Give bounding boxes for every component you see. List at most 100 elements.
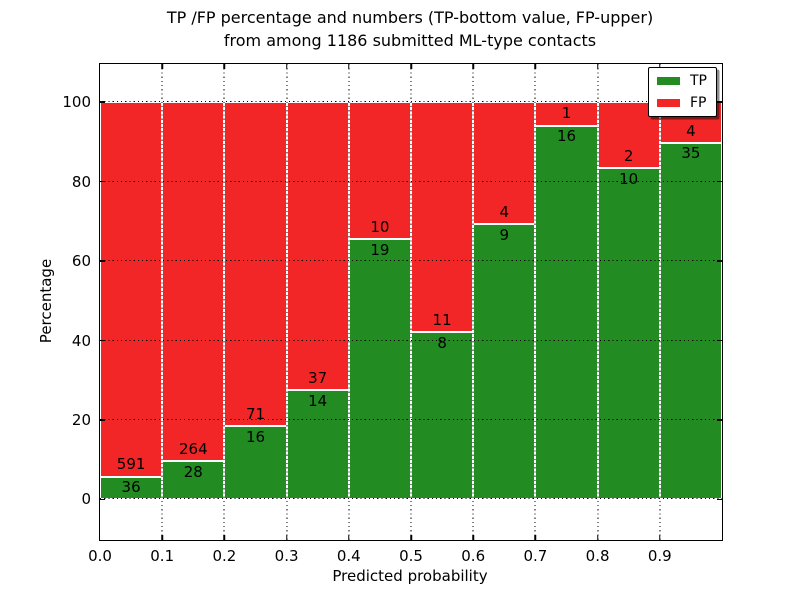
y-tick-mark xyxy=(100,339,105,342)
gridline-x-0.6 xyxy=(472,64,474,540)
gridline-x-0.7 xyxy=(534,64,536,540)
y-tick-mark xyxy=(100,498,105,501)
gridline-x-0.2 xyxy=(223,64,225,540)
y-tick-label: 0 xyxy=(81,490,91,509)
gridline-x-0.4 xyxy=(348,64,350,540)
x-tick-mark xyxy=(410,535,412,540)
tp-count-label: 36 xyxy=(121,478,141,497)
x-tick-label: 0.9 xyxy=(647,547,672,565)
x-tick-mark xyxy=(534,535,537,540)
y-tick-label: 40 xyxy=(71,331,91,350)
tp-count-label: 9 xyxy=(499,225,510,244)
chart-title-line2: from among 1186 submitted ML-type contac… xyxy=(223,31,597,51)
fp-count-label: 37 xyxy=(308,369,328,388)
x-tick-label: 0.6 xyxy=(461,547,486,565)
y-tick-mark xyxy=(100,101,105,103)
chart-title: TP /FP percentage and numbers (TP-bottom… xyxy=(99,6,721,52)
bar-fp-segment xyxy=(535,102,598,126)
x-tick-label: 0.2 xyxy=(212,547,237,565)
y-tick-mark xyxy=(100,419,105,421)
y-tick-label: 100 xyxy=(62,93,91,112)
x-tick-label: 0.5 xyxy=(399,547,423,565)
bar-fp-segment xyxy=(100,102,163,477)
x-tick-mark xyxy=(659,64,661,69)
bar-tp-segment xyxy=(411,332,474,500)
plot-area: 591 36 264 28 71 16 37 14 10 19 11 8 4 9 1 16 2 10 4 35 TP … xyxy=(62,63,723,565)
y-tick-mark xyxy=(717,419,722,421)
fp-count-label: 591 xyxy=(116,455,146,474)
legend: TP FP xyxy=(648,67,717,117)
bar-tp-segment xyxy=(597,168,660,500)
y-tick-label: 20 xyxy=(71,411,91,429)
y-tick-mark xyxy=(717,498,722,501)
tp-count-label: 16 xyxy=(556,127,577,146)
gridline-x-0.9 xyxy=(659,64,661,540)
y-axis-label: Percentage xyxy=(37,258,55,344)
chart-title-line1: TP /FP percentage and numbers (TP-bottom… xyxy=(166,8,654,27)
legend-label-tp: TP xyxy=(690,73,707,89)
fp-count-label: 11 xyxy=(432,310,452,329)
x-tick-label: 0.8 xyxy=(585,547,610,565)
tp-count-label: 28 xyxy=(183,462,203,481)
bar-tp-segment xyxy=(535,125,598,500)
tp-count-label: 16 xyxy=(245,427,266,446)
fp-count-label: 4 xyxy=(686,121,696,140)
legend-item-tp: TP xyxy=(657,74,707,88)
bar-fp-segment xyxy=(286,102,349,391)
x-tick-mark xyxy=(659,535,661,540)
legend-item-fp: FP xyxy=(657,96,707,110)
y-tick-mark xyxy=(717,260,722,262)
gridline-x-0.1 xyxy=(161,64,163,540)
gridline-x-0.8 xyxy=(597,64,599,540)
tp-count-label: 19 xyxy=(370,240,390,259)
tp-count-label: 8 xyxy=(437,333,447,352)
fp-count-label: 264 xyxy=(178,440,208,459)
x-tick-label: 0.4 xyxy=(336,547,361,565)
x-tick-mark xyxy=(472,535,474,540)
fp-count-label: 1 xyxy=(561,104,572,123)
bar-tp-segment xyxy=(162,461,225,500)
y-tick-mark xyxy=(100,180,105,183)
x-tick-mark xyxy=(161,64,163,69)
bar-fp-segment xyxy=(224,102,287,427)
x-tick-label: 0.0 xyxy=(88,547,112,565)
fp-swatch-icon xyxy=(657,99,680,107)
x-tick-mark xyxy=(410,64,412,69)
fp-count-label: 10 xyxy=(370,217,390,236)
bar-fp-segment xyxy=(411,102,474,333)
x-tick-label: 0.1 xyxy=(150,547,175,565)
bar-fp-segment xyxy=(473,102,536,225)
bar-tp-segment xyxy=(473,224,536,500)
y-tick-label: 60 xyxy=(71,252,91,271)
tp-count-label: 35 xyxy=(681,144,701,163)
x-tick-mark xyxy=(472,64,474,69)
tp-swatch-icon xyxy=(657,77,680,85)
fp-count-label: 4 xyxy=(499,203,510,222)
x-tick-mark xyxy=(223,64,226,69)
y-tick-mark xyxy=(717,339,722,342)
x-tick-mark xyxy=(223,535,226,540)
bar-tp-segment xyxy=(286,390,349,500)
x-tick-mark xyxy=(285,535,288,540)
fp-count-label: 2 xyxy=(623,147,634,166)
fp-count-label: 71 xyxy=(245,405,266,424)
x-tick-mark xyxy=(348,64,350,69)
legend-label-fp: FP xyxy=(690,95,707,111)
x-tick-mark xyxy=(285,64,288,69)
x-tick-mark xyxy=(161,535,163,540)
x-tick-mark xyxy=(596,64,599,69)
bar-fp-segment xyxy=(162,102,225,462)
x-tick-mark xyxy=(596,535,599,540)
y-tick-label: 80 xyxy=(71,172,91,191)
bar-tp-segment xyxy=(659,142,722,500)
gridline-x-0.3 xyxy=(286,64,288,540)
y-tick-mark xyxy=(717,101,722,103)
bar-fp-segment xyxy=(348,102,411,240)
tp-count-label: 14 xyxy=(308,391,328,410)
x-tick-mark xyxy=(534,64,537,69)
gridline-x-0.5 xyxy=(410,64,412,540)
x-axis-label: Predicted probability xyxy=(332,567,488,585)
y-tick-mark xyxy=(717,180,722,183)
tp-count-label: 10 xyxy=(619,169,639,188)
